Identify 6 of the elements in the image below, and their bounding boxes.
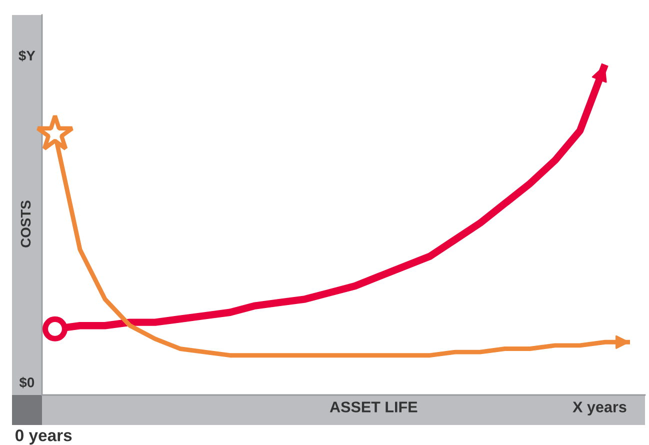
y-axis-title: COSTS <box>20 200 31 248</box>
text: 0 years <box>16 429 72 445</box>
text: $Y <box>18 50 36 62</box>
x-axis-title: ASSET LIFE <box>330 402 418 412</box>
text: $0 <box>19 376 34 388</box>
text: X years <box>572 402 626 416</box>
